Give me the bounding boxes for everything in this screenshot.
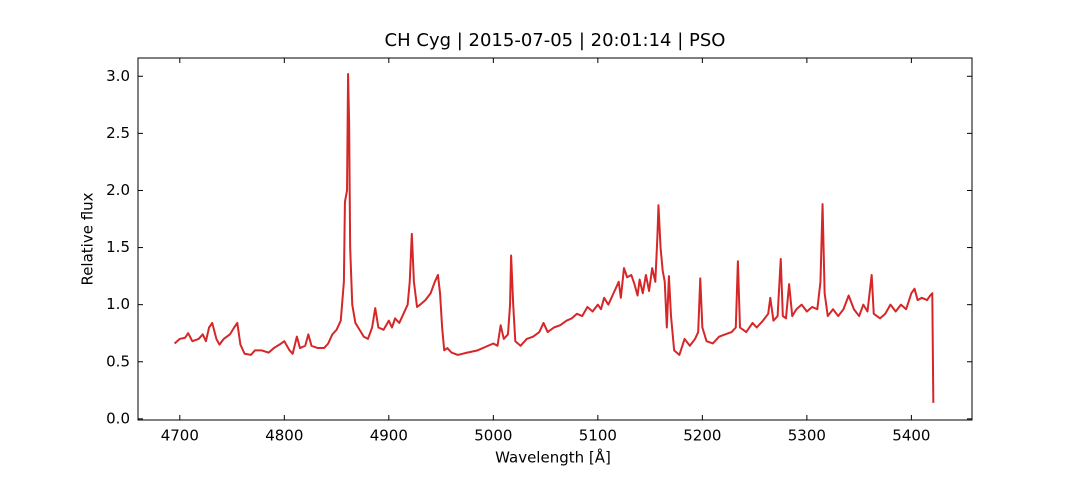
- y-tick-label: 0.5: [106, 352, 130, 370]
- x-tick-label: 5400: [892, 427, 930, 445]
- x-tick-label: 4900: [370, 427, 408, 445]
- y-tick-label: 2.5: [106, 124, 130, 142]
- y-tick-label: 1.5: [106, 238, 130, 256]
- x-tick-label: 5200: [683, 427, 721, 445]
- y-axis-label: Relative flux: [79, 192, 97, 285]
- y-tick-label: 1.0: [106, 295, 130, 313]
- plot-frame: [137, 57, 973, 421]
- chart-title: CH Cyg | 2015-07-05 | 20:01:14 | PSO: [385, 30, 726, 51]
- y-tick-label: 3.0: [106, 67, 130, 85]
- y-tick-label: 0.0: [106, 409, 130, 427]
- x-tick-label: 4800: [265, 427, 303, 445]
- x-tick-label: 5100: [579, 427, 617, 445]
- x-axis-label: Wavelength [Å]: [495, 448, 611, 467]
- y-tick-label: 2.0: [106, 181, 130, 199]
- x-tick-label: 4700: [161, 427, 199, 445]
- x-tick-label: 5300: [788, 427, 826, 445]
- spectrum-line: [173, 72, 935, 403]
- x-tick-label: 5000: [474, 427, 512, 445]
